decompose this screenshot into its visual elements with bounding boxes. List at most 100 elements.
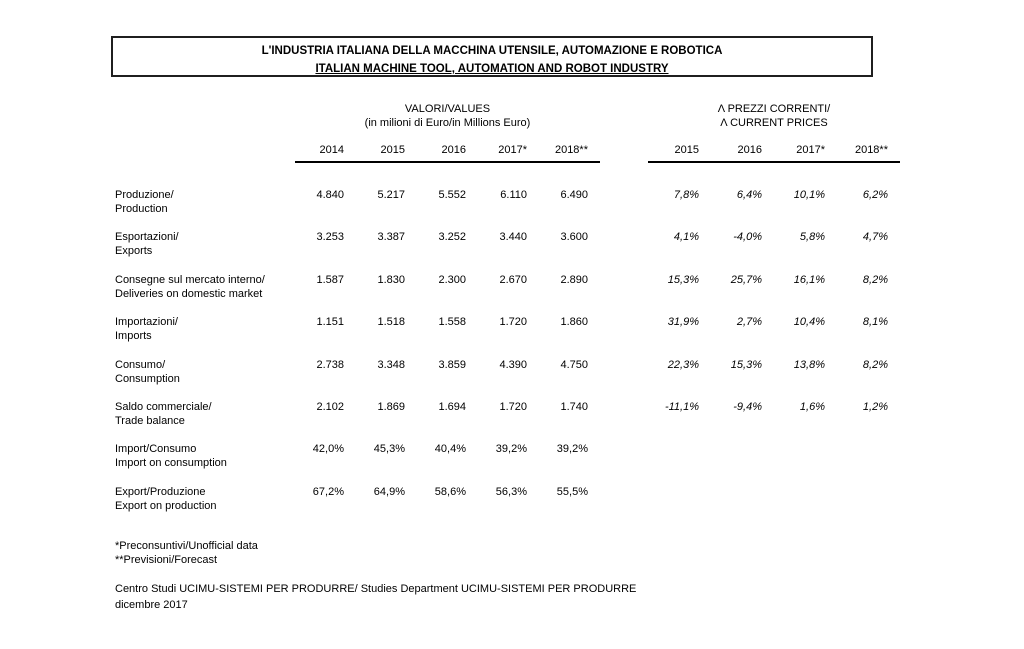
change-cell: 13,8%: [793, 358, 825, 371]
value-cell: 3.440: [499, 231, 527, 244]
column-gap: [600, 273, 648, 315]
value-cell: 5.217: [377, 189, 405, 201]
value-cell: 4.750: [560, 358, 588, 371]
row-label-importazioni: Importazioni/ Imports: [115, 315, 295, 357]
value-cell: 1.518: [377, 316, 405, 329]
year-header: 2017*: [478, 144, 539, 163]
column-gap: [600, 442, 648, 484]
prices-header-line2: Λ CURRENT PRICES: [720, 116, 828, 129]
value-cell: 58,6%: [434, 485, 466, 498]
value-cell: 2.102: [316, 400, 344, 413]
change-cell: 31,9%: [667, 316, 699, 329]
change-cell: 6,2%: [862, 189, 888, 201]
current-prices-column-group-header: Λ PREZZI CORRENTI/ Λ CURRENT PRICES: [648, 103, 900, 130]
row-label-italian: Consegne sul mercato interno/: [115, 273, 265, 286]
value-cell: 42,0%: [312, 443, 344, 456]
row-label-english: Imports: [115, 330, 152, 343]
year-header: 2015: [356, 144, 417, 163]
year-header: 2016: [417, 144, 478, 163]
value-cell: 39,2%: [495, 443, 527, 456]
row-label-consumo: Consumo/ Consumption: [115, 358, 295, 400]
change-cell: 8,1%: [862, 316, 888, 329]
row-label-esportazioni: Esportazioni/ Exports: [115, 230, 295, 272]
change-cell-empty: [774, 442, 837, 484]
column-gap: [600, 188, 648, 230]
year-header: 2018**: [837, 144, 900, 163]
change-cell: 7,8%: [673, 189, 699, 201]
change-cell: 15,3%: [730, 358, 762, 371]
column-gap: [600, 485, 648, 527]
year-header: 2015: [648, 144, 711, 163]
change-cell: 25,7%: [730, 273, 762, 286]
value-cell: 1.740: [560, 400, 588, 413]
title-line-italian: L'INDUSTRIA ITALIANA DELLA MACCHINA UTEN…: [261, 45, 723, 57]
row-label-english: Import on consumption: [115, 457, 227, 470]
year-header: 2018**: [539, 144, 600, 163]
value-cell: 2.890: [560, 273, 588, 286]
value-cell: 3.387: [377, 231, 405, 244]
value-cell: 4.390: [499, 358, 527, 371]
row-label-italian: Export/Produzione: [115, 485, 206, 498]
value-cell: 3.600: [560, 231, 588, 244]
value-cell: 6.490: [560, 189, 588, 201]
footnote-unofficial-data: *Preconsuntivi/Unofficial data: [115, 540, 258, 552]
value-cell: 55,5%: [556, 485, 588, 498]
row-label-italian: Saldo commerciale/: [115, 400, 212, 413]
row-label-import-consumo: Import/Consumo Import on consumption: [115, 442, 295, 484]
value-cell: 1.151: [316, 316, 344, 329]
value-cell: 1.830: [377, 273, 405, 286]
change-cell: -4,0%: [733, 231, 762, 244]
change-cell: 10,4%: [793, 316, 825, 329]
value-cell: 3.859: [438, 358, 466, 371]
footnote-forecast: **Previsioni/Forecast: [115, 554, 218, 566]
year-header-row: 2014 2015 2016 2017* 2018** 2015 2016 20…: [115, 144, 900, 163]
value-cell: 2.738: [316, 358, 344, 371]
change-cell: 2,7%: [736, 316, 762, 329]
row-label-english: Trade balance: [115, 414, 185, 427]
change-cell: 22,3%: [667, 358, 699, 371]
change-cell: 8,2%: [862, 273, 888, 286]
change-cell: 4,1%: [673, 231, 699, 244]
value-cell: 67,2%: [312, 485, 344, 498]
year-header: 2014: [295, 144, 356, 163]
value-cell: 1.587: [316, 273, 344, 286]
change-cell-empty: [711, 485, 774, 527]
change-cell: 8,2%: [862, 358, 888, 371]
change-cell: 1,2%: [862, 400, 888, 413]
values-header-line1: VALORI/VALUES: [404, 103, 491, 115]
data-table-body: Produzione/ Production 4.840 5.217 5.552…: [115, 188, 900, 527]
change-cell-empty: [648, 485, 711, 527]
value-cell: 3.348: [377, 358, 405, 371]
value-cell: 2.300: [438, 273, 466, 286]
value-cell: 1.720: [499, 316, 527, 329]
value-cell: 6.110: [500, 189, 527, 201]
change-cell: 15,3%: [667, 273, 699, 286]
change-cell: -11,1%: [664, 400, 699, 413]
value-cell: 1.694: [438, 400, 466, 413]
source-attribution: Centro Studi UCIMU-SISTEMI PER PRODURRE/…: [115, 581, 636, 613]
year-header: 2017*: [774, 144, 837, 163]
title-box: L'INDUSTRIA ITALIANA DELLA MACCHINA UTEN…: [111, 36, 873, 77]
change-cell: 10,1%: [793, 189, 825, 201]
change-cell: 4,7%: [862, 231, 888, 244]
row-label-consegne: Consegne sul mercato interno/ Deliveries…: [115, 273, 295, 315]
value-cell: 45,3%: [373, 443, 405, 456]
row-label-export-produzione: Export/Produzione Export on production: [115, 485, 295, 527]
value-cell: 1.558: [438, 316, 466, 329]
row-label-produzione: Produzione/ Production: [115, 188, 295, 230]
value-cell: 3.252: [438, 231, 466, 244]
value-cell: 3.253: [316, 231, 344, 244]
change-cell: 1,6%: [799, 400, 825, 413]
row-label-italian: Produzione/: [115, 189, 174, 201]
value-cell: 2.670: [499, 273, 527, 286]
value-cell: 1.720: [499, 400, 527, 413]
year-header-spacer: [115, 144, 295, 161]
value-cell: 40,4%: [434, 443, 466, 456]
change-cell-empty: [837, 485, 900, 527]
title-line-english: ITALIAN MACHINE TOOL, AUTOMATION AND ROB…: [315, 63, 669, 75]
value-cell: 1.860: [560, 316, 588, 329]
value-cell: 64,9%: [373, 485, 405, 498]
change-cell-empty: [711, 442, 774, 484]
column-gap: [600, 315, 648, 357]
values-column-group-header: VALORI/VALUES (in milioni di Euro/in Mil…: [295, 103, 600, 130]
